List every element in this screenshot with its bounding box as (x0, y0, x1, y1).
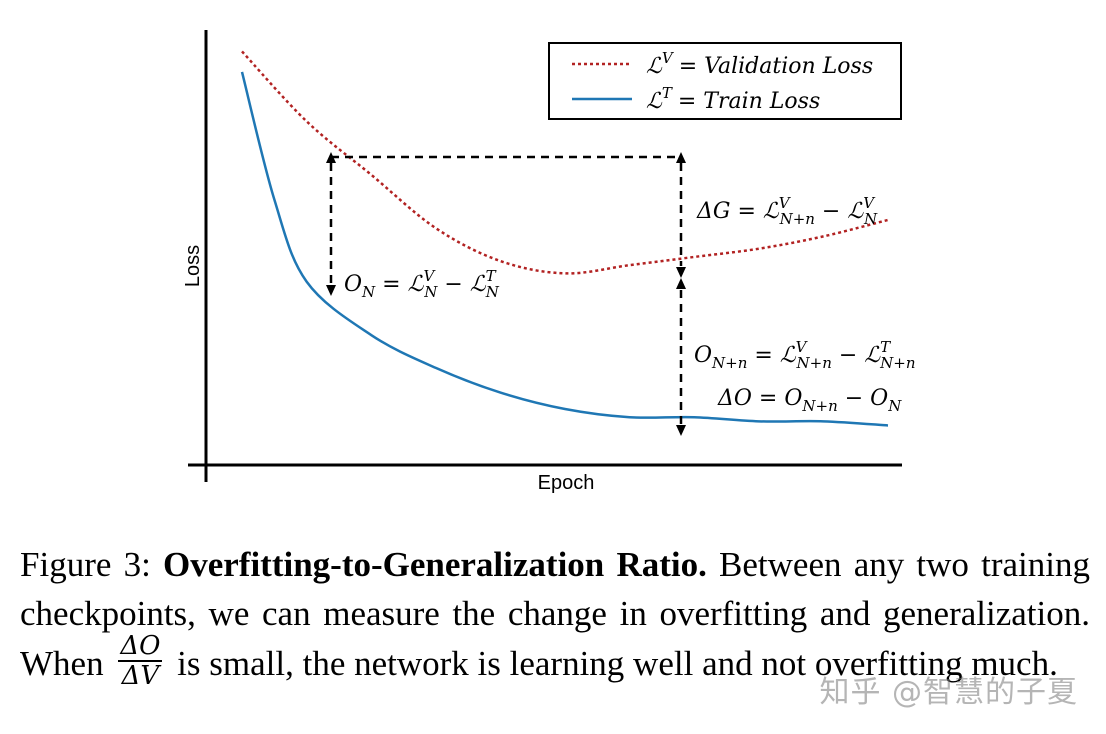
legend-label-validation: ℒV = Validation Loss (646, 49, 873, 79)
x-axis-label: Epoch (538, 472, 595, 494)
fraction-numerator: ΔO (118, 631, 163, 662)
series-line-train (240, 71, 889, 427)
watermark: 知乎 @智慧的子夏 (819, 675, 1078, 710)
annotation-lines (329, 155, 683, 428)
caption-title: Overfitting-to-Generalization Ratio. (163, 545, 707, 584)
figure-chart: Epoch Loss ON = ℒV N − ℒT N ΔG = ℒV N+n − ℒ… (182, 30, 916, 494)
annotation-o-n-plus-n: ON+n = ℒV N+n − ℒT N+n (694, 338, 916, 372)
caption-text-2: is small, the network is learning well a… (168, 644, 1058, 684)
annotation-arrowheads (326, 152, 686, 436)
fraction-denominator: ΔV (121, 661, 160, 691)
caption-text-1: Between any two training checkpoints, we… (20, 545, 1090, 684)
annotation-delta-o: ΔO = ON+n − ON (717, 386, 902, 415)
annotation-o-n: ON = ℒV N − ℒT N (344, 267, 500, 301)
caption-prefix: Figure 3: (20, 545, 163, 584)
legend-label-train: ℒT = Train Loss (646, 84, 820, 114)
series-line-validation (241, 50, 889, 275)
legend: ℒV = Validation Loss ℒT = Train Loss (548, 42, 902, 120)
figure-caption: Figure 3: Overfitting-to-Generalization … (20, 540, 1090, 696)
caption-fraction: ΔO ΔV (118, 631, 163, 691)
y-axis-label: Loss (182, 245, 204, 287)
annotation-delta-g: ΔG = ℒV N+n − ℒV N (696, 194, 878, 228)
legend-box (548, 42, 902, 120)
